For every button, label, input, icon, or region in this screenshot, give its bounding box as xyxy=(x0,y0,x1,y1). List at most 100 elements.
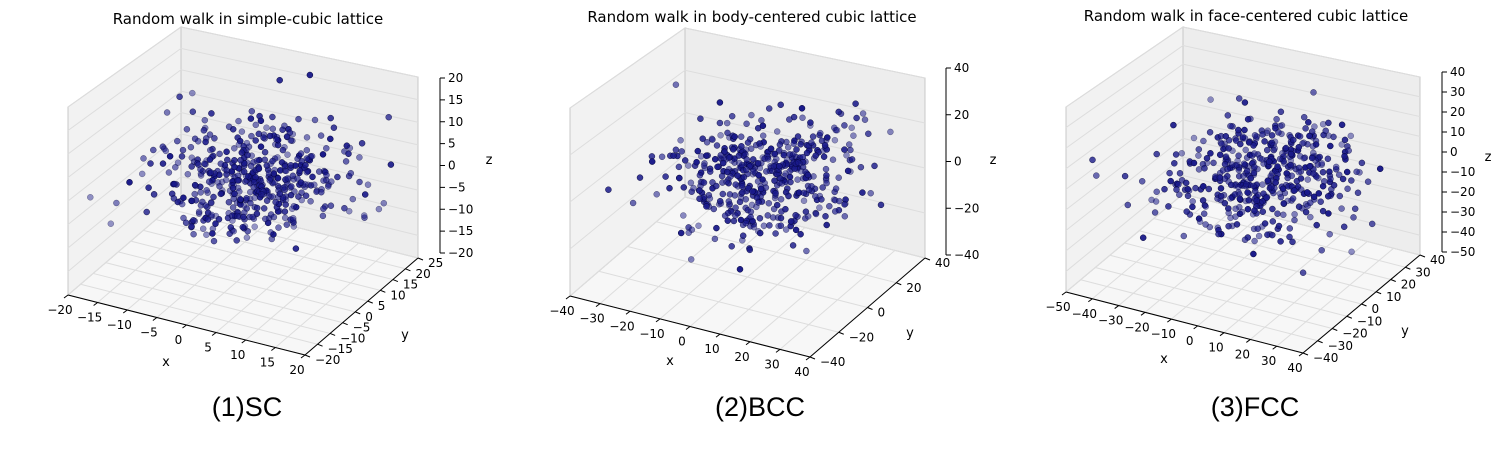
data-point xyxy=(1263,146,1271,154)
data-point xyxy=(755,171,762,179)
data-point xyxy=(605,186,612,193)
data-point xyxy=(380,199,388,207)
data-point xyxy=(754,159,762,167)
data-point xyxy=(703,203,710,210)
data-point xyxy=(1235,126,1242,134)
data-point xyxy=(750,223,758,231)
data-point xyxy=(1269,205,1276,213)
data-point xyxy=(303,146,311,154)
data-point xyxy=(308,152,316,160)
x-tick-label: −50 xyxy=(1045,300,1070,314)
x-tick-label: −20 xyxy=(1124,320,1149,334)
data-point xyxy=(1206,129,1214,136)
data-point xyxy=(179,146,187,154)
data-point xyxy=(748,111,755,119)
data-point xyxy=(298,196,305,204)
data-point xyxy=(1297,175,1305,182)
data-point xyxy=(792,226,800,234)
data-point xyxy=(1093,172,1100,179)
data-point xyxy=(1271,145,1279,152)
data-point xyxy=(743,166,750,173)
data-point xyxy=(706,168,714,175)
y-tick-label: 10 xyxy=(1386,290,1401,304)
data-point xyxy=(786,168,793,175)
grid-line xyxy=(105,262,343,324)
data-point xyxy=(250,183,257,191)
data-point xyxy=(327,114,334,122)
y-axis-line xyxy=(304,257,419,356)
grid-line xyxy=(67,26,419,108)
x-tick xyxy=(565,295,571,300)
x-tick xyxy=(745,341,751,346)
data-point xyxy=(1286,225,1294,232)
data-point xyxy=(225,123,233,131)
data-point xyxy=(170,195,178,202)
x-tick xyxy=(1167,318,1172,323)
data-point xyxy=(734,172,741,179)
data-point xyxy=(877,201,885,209)
data-point xyxy=(1330,182,1338,189)
y-tick xyxy=(1317,340,1323,344)
data-point xyxy=(794,176,801,183)
data-point xyxy=(1318,247,1325,254)
data-point xyxy=(1302,208,1310,216)
data-point xyxy=(174,159,182,166)
data-point xyxy=(1318,160,1326,167)
grid-line xyxy=(569,69,926,156)
data-point xyxy=(738,143,745,150)
data-point xyxy=(711,235,719,243)
data-point xyxy=(1299,269,1307,276)
data-point xyxy=(823,172,830,179)
data-point xyxy=(199,198,206,206)
data-point xyxy=(272,198,279,206)
data-point xyxy=(696,187,703,194)
y-tick xyxy=(380,289,386,293)
grid-line xyxy=(1065,63,1421,149)
x-tick-label: −20 xyxy=(47,303,72,317)
data-point xyxy=(777,101,784,109)
data-point xyxy=(257,143,265,150)
y-tick-label: −20 xyxy=(315,353,340,367)
grid-line xyxy=(656,221,897,284)
z-tick-label: 10 xyxy=(448,115,463,129)
x-tick-label: −20 xyxy=(609,319,634,333)
grid-line xyxy=(67,90,419,178)
data-point xyxy=(252,121,260,129)
data-point xyxy=(260,205,268,212)
data-point xyxy=(1318,161,1325,169)
x-tick-label: 15 xyxy=(260,356,275,370)
y-tick-label: 15 xyxy=(403,278,418,292)
data-point xyxy=(1274,210,1281,217)
data-point xyxy=(274,154,281,161)
data-point xyxy=(867,189,874,197)
data-point xyxy=(1327,175,1334,183)
data-point xyxy=(767,145,775,152)
x-tick-label: 40 xyxy=(794,365,809,379)
data-point xyxy=(687,179,695,187)
data-point xyxy=(1336,192,1344,200)
x-tick-label: −40 xyxy=(549,304,574,318)
data-point xyxy=(1289,238,1296,246)
data-point xyxy=(1327,142,1334,150)
data-point xyxy=(201,160,208,168)
data-point xyxy=(717,132,724,139)
data-point xyxy=(194,138,202,145)
data-point xyxy=(859,110,867,117)
data-point xyxy=(809,133,817,140)
data-point xyxy=(1124,201,1132,209)
data-point xyxy=(236,137,244,145)
data-point xyxy=(1295,164,1303,172)
x-tick xyxy=(241,339,247,344)
data-point xyxy=(1217,185,1225,192)
axes-3d: −40 −30 −20 −10 0 10 20 30 40 −40 −20 0 20 40 40 20 0 −20… xyxy=(549,27,979,379)
data-point xyxy=(711,155,719,163)
grid-line xyxy=(186,227,300,326)
y-tick-label: 40 xyxy=(935,256,950,270)
data-point xyxy=(737,133,745,140)
data-point xyxy=(341,204,348,212)
data-point xyxy=(1241,126,1248,134)
data-point xyxy=(1304,176,1312,183)
data-point xyxy=(1180,232,1188,240)
data-point xyxy=(790,140,798,147)
